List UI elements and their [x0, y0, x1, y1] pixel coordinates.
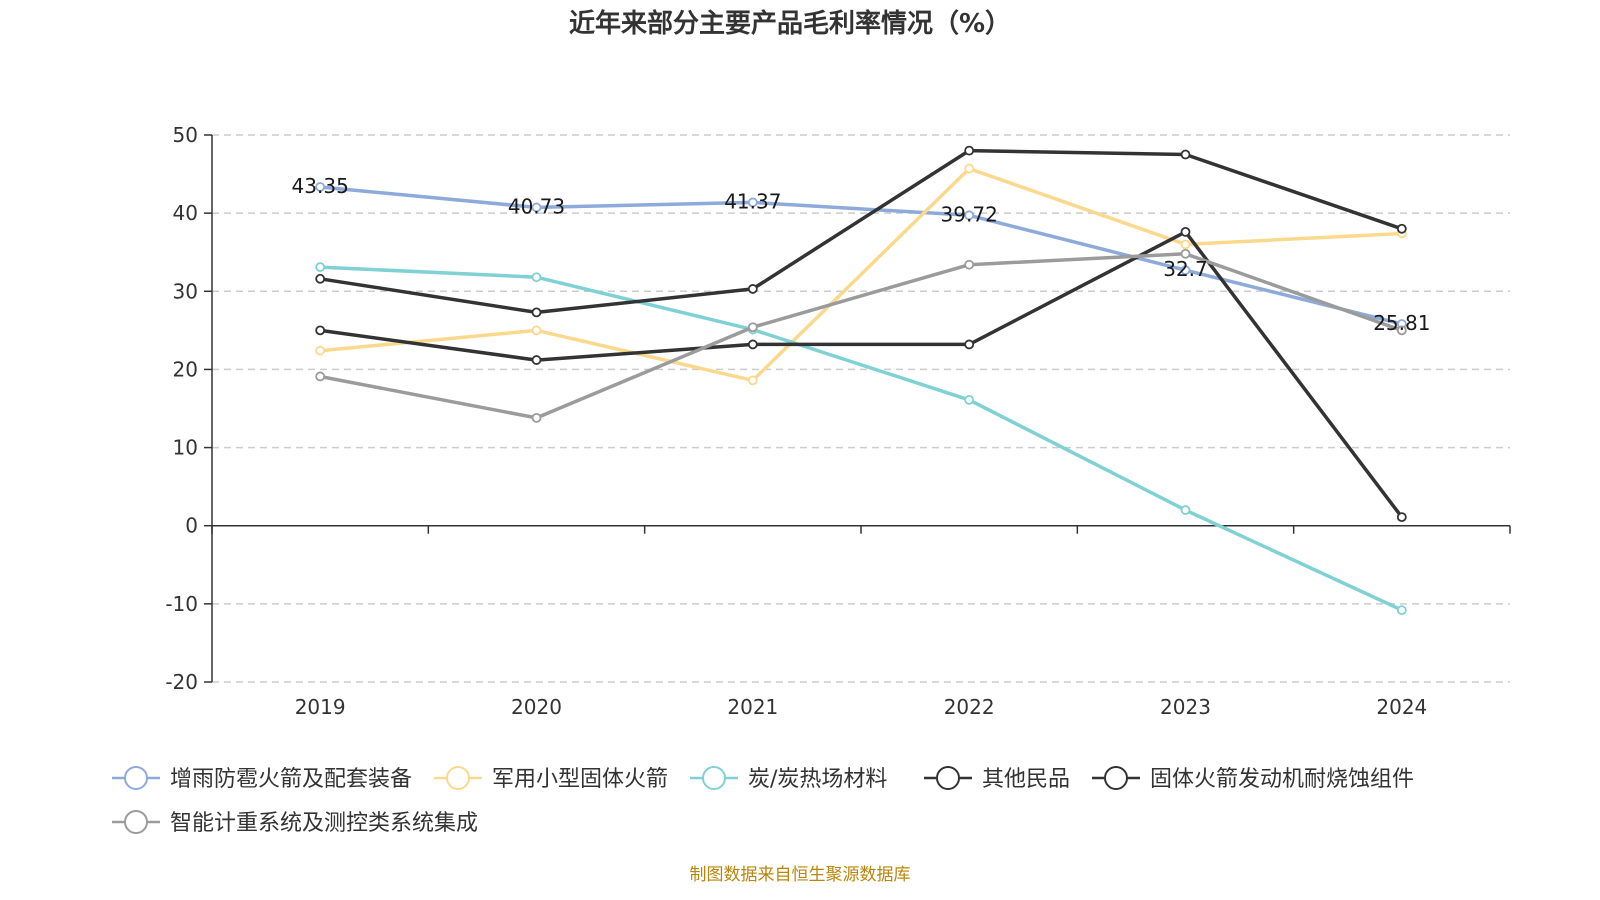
data-point[interactable] [1180, 149, 1191, 160]
y-tick-label: 20 [173, 357, 198, 381]
legend-item-0[interactable]: 增雨防雹火箭及配套装备 [112, 766, 412, 792]
legend-label: 增雨防雹火箭及配套装备 [170, 767, 412, 792]
legend-marker-icon [936, 766, 960, 790]
legend-item-5[interactable]: 智能计重系统及测控类系统集成 [112, 810, 478, 836]
x-tick-label: 2021 [727, 695, 778, 719]
series-line [319, 252, 1403, 420]
data-point[interactable] [747, 284, 758, 294]
legend-label: 固体火箭发动机耐烧蚀组件 [1150, 767, 1414, 792]
data-label: 39.72 [941, 202, 998, 226]
legend-marker-icon [124, 810, 148, 834]
legend-item-1[interactable]: 军用小型固体火箭 [434, 766, 668, 792]
data-point[interactable] [315, 325, 326, 336]
y-tick-label: -10 [165, 592, 198, 616]
data-labels: 43.35 40.73 41.37 39.72 32.7 25.81 [292, 174, 1431, 335]
data-point[interactable] [964, 395, 975, 405]
grid [212, 134, 1510, 683]
x-tick-label: 2023 [1160, 695, 1211, 719]
series-line [319, 148, 1403, 315]
legend[interactable]: 增雨防雹火箭及配套装备 军用小型固体火箭 炭/炭热场材料 其他民品 固体火箭发动机耐烧蚀… [112, 766, 1414, 836]
y-tick-label: 10 [173, 436, 198, 460]
data-point[interactable] [531, 355, 542, 365]
data-label: 43.35 [292, 174, 349, 198]
data-point[interactable] [1396, 223, 1407, 234]
data-point[interactable] [747, 339, 758, 350]
data-point[interactable] [531, 412, 542, 423]
legend-item-3[interactable]: 其他民品 [924, 766, 1070, 792]
data-point[interactable] [1180, 239, 1191, 250]
data-point[interactable] [531, 307, 542, 318]
axes: 50 40 30 20 10 0 -10 -20 2019 2020 2021 2022 2023 202… [165, 123, 1511, 719]
data-point[interactable] [531, 325, 542, 336]
legend-label: 其他民品 [982, 767, 1070, 792]
series-line [320, 166, 1402, 383]
y-tick-label: 50 [173, 123, 198, 147]
legend-item-2[interactable]: 炭/炭热场材料 [690, 766, 887, 792]
data-point[interactable] [747, 322, 758, 333]
data-point[interactable] [1396, 605, 1407, 616]
data-point[interactable] [1180, 265, 1191, 276]
data-point[interactable] [1180, 248, 1191, 259]
data-point[interactable] [964, 163, 975, 174]
data-point[interactable] [1180, 505, 1191, 515]
y-tick-label: -20 [165, 670, 198, 694]
chart-title: 近年来部分主要产品毛利率情况（%） [569, 8, 1011, 39]
data-label: 25.81 [1373, 311, 1430, 335]
legend-item-4[interactable]: 固体火箭发动机耐烧蚀组件 [1092, 766, 1414, 792]
x-tick-label: 2024 [1376, 695, 1427, 719]
y-tick-label: 30 [173, 279, 198, 303]
data-point[interactable] [531, 272, 542, 283]
legend-marker-icon [702, 766, 726, 790]
x-tick-label: 2022 [944, 695, 995, 719]
data-point[interactable] [1180, 226, 1191, 237]
data-point[interactable] [747, 375, 758, 386]
source-note: 制图数据来自恒生聚源数据库 [690, 865, 911, 885]
legend-marker-icon [1104, 766, 1128, 790]
series-line [320, 265, 1403, 612]
data-point[interactable] [531, 202, 542, 213]
data-point[interactable] [1396, 325, 1407, 336]
x-tick-label: 2020 [511, 695, 562, 719]
data-point[interactable] [315, 262, 326, 272]
legend-label: 智能计重系统及测控类系统集成 [170, 811, 478, 836]
data-point[interactable] [315, 273, 326, 284]
legend-marker-icon [446, 766, 470, 790]
data-label: 41.37 [724, 189, 781, 213]
data-point[interactable] [747, 197, 758, 208]
data-point[interactable] [964, 259, 975, 270]
legend-label: 军用小型固体火箭 [492, 767, 668, 792]
legend-marker-icon [124, 766, 148, 790]
data-label: 40.73 [508, 194, 565, 218]
data-point[interactable] [964, 339, 975, 350]
data-point[interactable] [315, 182, 326, 192]
series [315, 145, 1407, 616]
series-4 [315, 226, 1407, 523]
y-tick-label: 0 [185, 514, 198, 538]
series-5 [315, 248, 1407, 423]
series-3 [315, 145, 1407, 318]
data-point[interactable] [315, 371, 326, 382]
data-point[interactable] [964, 210, 975, 221]
y-tick-label: 40 [173, 201, 198, 225]
x-tick-label: 2019 [295, 695, 346, 719]
data-label: 32.7 [1163, 257, 1208, 281]
data-point[interactable] [964, 145, 975, 156]
legend-label: 炭/炭热场材料 [748, 767, 887, 792]
series-2 [315, 262, 1407, 616]
data-point[interactable] [315, 345, 326, 356]
series-line [319, 230, 1404, 519]
data-point[interactable] [1396, 512, 1407, 523]
